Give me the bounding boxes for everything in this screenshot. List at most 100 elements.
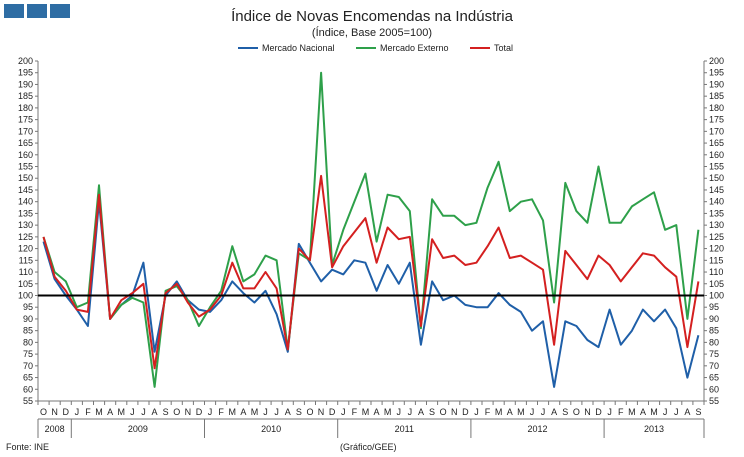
x-tick-label: M [251, 407, 259, 417]
x-tick-label: J [130, 407, 135, 417]
year-label: 2011 [395, 424, 414, 434]
y-tick-label-left: 200 [18, 56, 33, 66]
y-tick-label-left: 65 [23, 373, 33, 383]
y-tick-label-right: 190 [709, 79, 724, 89]
x-tick-label: M [517, 407, 525, 417]
y-tick-label-right: 65 [709, 373, 719, 383]
x-tick-label: A [507, 407, 513, 417]
y-tick-label-left: 195 [18, 68, 33, 78]
y-tick-label-left: 115 [19, 255, 33, 265]
x-tick-label: J [208, 407, 213, 417]
x-tick-label: O [306, 407, 313, 417]
x-tick-label: J [341, 407, 346, 417]
y-tick-label-right: 60 [709, 384, 719, 394]
y-tick-label-right: 70 [709, 361, 719, 371]
year-label: 2010 [261, 424, 281, 434]
logo-block-1 [4, 4, 24, 18]
x-tick-label: O [40, 407, 47, 417]
y-tick-label-right: 155 [709, 162, 724, 172]
x-tick-label: S [695, 407, 701, 417]
x-tick-label: M [628, 407, 636, 417]
x-tick-label: J [397, 407, 402, 417]
chart-title: Índice de Novas Encomendas na Indústria [231, 8, 513, 25]
x-tick-label: J [263, 407, 268, 417]
x-tick-label: A [684, 407, 690, 417]
legend: Mercado Nacional Mercado Externo Total [238, 43, 513, 53]
x-tick-label: N [451, 407, 458, 417]
x-tick-label: S [163, 407, 169, 417]
x-tick-label: M [118, 407, 126, 417]
y-tick-label-left: 170 [18, 126, 33, 136]
y-tick-label-right: 180 [709, 103, 724, 113]
y-tick-label-left: 155 [18, 162, 33, 172]
y-tick-label-right: 55 [709, 396, 719, 406]
x-tick-label: J [541, 407, 546, 417]
y-tick-label-right: 100 [709, 290, 724, 300]
y-tick-label-left: 95 [23, 302, 33, 312]
x-tick-label: F [485, 407, 491, 417]
x-tick-label: D [329, 407, 336, 417]
x-tick-label: J [75, 407, 80, 417]
y-tick-label-left: 175 [18, 115, 33, 125]
series-line-mercado-externo [42, 71, 700, 388]
x-tick-label: J [663, 407, 668, 417]
y-tick-label-left: 130 [18, 220, 33, 230]
x-tick-label: S [562, 407, 568, 417]
x-tick-label: A [240, 407, 246, 417]
credit-note: (Gráfico/GEE) [340, 442, 397, 452]
x-tick-label: F [352, 407, 358, 417]
logo-block-3 [50, 4, 70, 18]
x-tick-label: N [318, 407, 325, 417]
x-tick-label: M [362, 407, 370, 417]
y-tick-label-right: 80 [709, 337, 719, 347]
x-tick-label: N [584, 407, 591, 417]
y-tick-label-left: 140 [18, 197, 33, 207]
x-tick-label: J [474, 407, 479, 417]
y-tick-label-left: 190 [18, 79, 33, 89]
x-tick-label: D [63, 407, 70, 417]
legend-item: Mercado Externo [356, 43, 449, 53]
x-tick-label: A [640, 407, 646, 417]
x-tick-label: J [274, 407, 279, 417]
y-tick-label-right: 85 [709, 326, 719, 336]
x-tick-label: A [551, 407, 557, 417]
y-tick-label-right: 115 [709, 255, 723, 265]
y-tick-label-right: 90 [709, 314, 719, 324]
x-tick-label: O [173, 407, 180, 417]
y-tick-label-right: 110 [709, 267, 723, 277]
y-tick-label-left: 105 [18, 279, 33, 289]
y-tick-label-right: 200 [709, 56, 724, 66]
x-tick-label: F [218, 407, 224, 417]
x-tick-label: J [141, 407, 146, 417]
year-label: 2012 [527, 424, 547, 434]
series-lines [38, 71, 704, 388]
logo-block-2 [27, 4, 47, 18]
y-tick-label-left: 60 [23, 384, 33, 394]
x-tick-label: D [196, 407, 203, 417]
y-tick-label-right: 150 [709, 173, 724, 183]
y-tick-label-right: 160 [709, 150, 724, 160]
legend-item: Total [470, 43, 513, 53]
y-tick-label-right: 135 [709, 208, 724, 218]
y-tick-label-left: 185 [18, 91, 33, 101]
x-tick-label: O [573, 407, 580, 417]
y-tick-label-right: 120 [709, 244, 724, 254]
x-tick-label: A [152, 407, 158, 417]
y-tick-label-right: 130 [709, 220, 724, 230]
y-tick-label-left: 135 [18, 208, 33, 218]
source-note: Fonte: INE [6, 442, 49, 452]
y-tick-label-right: 170 [709, 126, 724, 136]
y-tick-label-left: 100 [18, 290, 33, 300]
x-tick-label: F [85, 407, 91, 417]
y-tick-label-right: 145 [709, 185, 724, 195]
x-tick-label: J [530, 407, 535, 417]
series-line-mercado-nacional [42, 200, 700, 388]
x-tick-label: M [229, 407, 237, 417]
x-tick-label: O [440, 407, 447, 417]
y-tick-label-left: 150 [18, 173, 33, 183]
y-tick-label-left: 80 [23, 337, 33, 347]
x-tick-label: D [462, 407, 469, 417]
x-tick-label: D [595, 407, 602, 417]
y-tick-label-left: 55 [23, 396, 33, 406]
